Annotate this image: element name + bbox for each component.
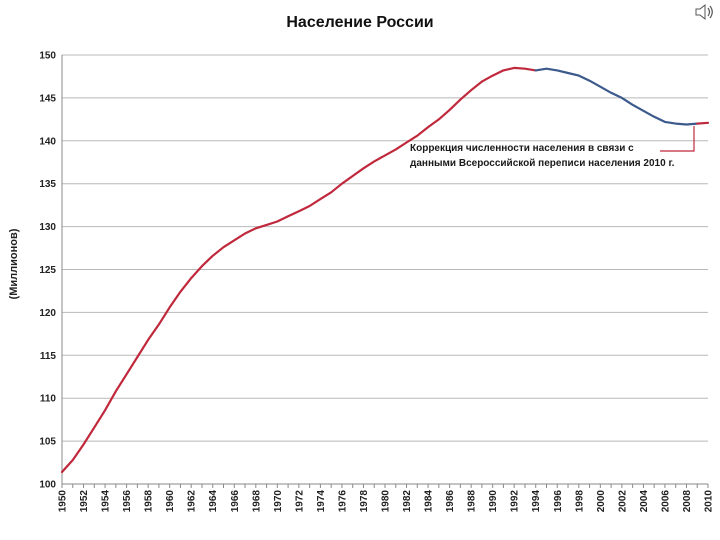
x-tick-label: 1992 [510,490,521,513]
x-tick-label: 2004 [639,490,650,513]
x-tick-label: 1966 [230,490,241,513]
x-tick-label: 1956 [122,490,133,513]
x-tick-label: 1986 [445,490,456,513]
x-tick-label: 1978 [359,490,370,513]
x-tick-label: 2006 [660,490,671,513]
y-tick-label: 145 [39,93,56,104]
y-tick-label: 120 [39,308,56,319]
speaker-icon[interactable] [694,2,716,22]
x-tick-label: 1964 [208,490,219,513]
y-tick-label: 125 [39,265,56,276]
series-line [60,66,537,474]
y-tick-label: 140 [39,136,56,147]
x-tick-label: 1984 [424,490,435,513]
x-tick-label: 1974 [316,490,327,513]
y-tick-label: 130 [39,222,56,233]
x-tick-label: 1972 [294,490,305,513]
x-tick-label: 1962 [187,490,198,513]
chart-title: Население России [286,14,434,31]
x-tick-label: 1982 [402,490,413,513]
y-tick-label: 150 [39,51,56,62]
x-tick-label: 2000 [596,490,607,513]
x-tick-label: 1988 [467,490,478,513]
x-tick-label: 1980 [381,490,392,513]
y-tick-label: 105 [39,437,56,448]
x-tick-label: 1970 [273,490,284,513]
x-tick-label: 1968 [251,490,262,513]
x-tick-label: 2002 [617,490,628,513]
x-tick-label: 2010 [704,490,715,513]
x-tick-label: 1950 [58,490,69,513]
x-tick-label: 1976 [337,490,348,513]
y-tick-label: 135 [39,179,56,190]
series-line [534,67,699,126]
x-tick-label: 1960 [165,490,176,513]
annotation-leader [660,126,695,152]
y-tick-label: 110 [40,394,57,405]
x-tick-label: 1996 [553,490,564,513]
y-tick-label: 115 [40,351,57,362]
x-tick-label: 1958 [144,490,155,513]
x-tick-label: 2008 [682,490,693,513]
x-tick-label: 1994 [531,490,542,513]
annotation-line-1: Коррекция численности населения в связи … [410,143,634,154]
x-tick-label: 1998 [574,490,585,513]
series-line [696,121,710,125]
x-tick-label: 1952 [79,490,90,513]
x-tick-label: 1990 [488,490,499,513]
annotation-line-2: данными Всероссийской переписи населения… [410,158,675,169]
x-tick-label: 1954 [101,490,112,513]
y-tick-label: 100 [39,480,56,491]
